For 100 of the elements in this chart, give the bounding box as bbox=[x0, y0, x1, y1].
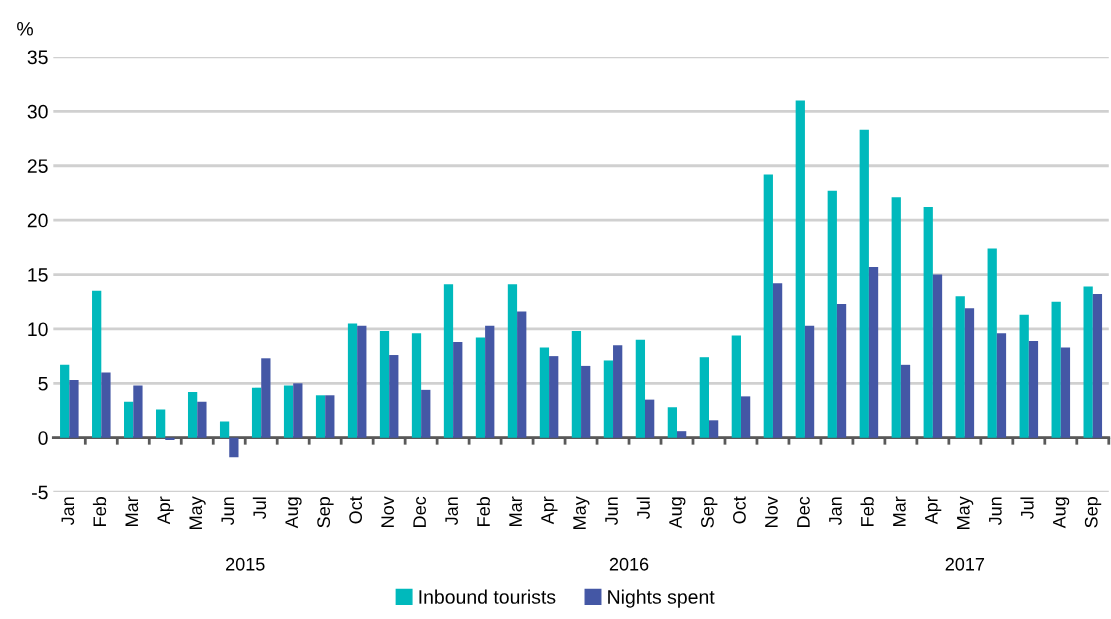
bar bbox=[868, 266, 879, 438]
x-tick-label: Feb bbox=[860, 497, 874, 526]
bar bbox=[932, 274, 943, 438]
bar bbox=[101, 372, 111, 438]
bar bbox=[964, 308, 975, 438]
y-tick-label: 5 bbox=[38, 376, 48, 391]
x-tick-label: Jul bbox=[252, 497, 267, 520]
text: 2016 bbox=[609, 557, 649, 571]
x-tick-label: Jun bbox=[605, 497, 618, 526]
x-tick-label: Apr bbox=[925, 496, 942, 525]
bar bbox=[507, 284, 518, 438]
text: 2017 bbox=[945, 557, 985, 571]
y-tick-label: -5 bbox=[32, 485, 48, 500]
bar bbox=[261, 358, 271, 438]
legend-label: Inbound tourists bbox=[419, 589, 556, 604]
x-tick-label: Dec bbox=[797, 496, 810, 527]
bar bbox=[347, 323, 358, 438]
bar bbox=[315, 395, 326, 438]
x-tick-label: Jan bbox=[445, 497, 458, 526]
x-tick-label: Apr bbox=[541, 496, 558, 525]
bar bbox=[60, 364, 70, 438]
bar bbox=[731, 335, 741, 438]
bar bbox=[804, 325, 815, 438]
bar bbox=[987, 248, 997, 438]
bar bbox=[549, 356, 559, 438]
x-tick-label: Jun bbox=[989, 497, 1002, 526]
x-tick-label: Mar bbox=[893, 496, 906, 526]
bar bbox=[379, 331, 390, 438]
x-tick-label: Jun bbox=[221, 497, 235, 526]
bar bbox=[124, 401, 134, 438]
bar bbox=[955, 296, 965, 438]
x-tick-label: Feb bbox=[476, 497, 490, 526]
x-tick-label: Mar bbox=[125, 496, 139, 526]
x-tick-label: Aug bbox=[1053, 497, 1070, 529]
x-tick-label: Oct bbox=[733, 496, 746, 524]
bar bbox=[133, 385, 143, 438]
bar bbox=[836, 303, 847, 438]
y-tick-label: 35 bbox=[27, 50, 48, 65]
x-tick-label: May bbox=[957, 496, 974, 529]
x-tick-label: Dec bbox=[413, 496, 426, 527]
y-axis-title: % bbox=[17, 22, 33, 36]
bar bbox=[1028, 340, 1039, 438]
x-tick-label: Jul bbox=[1020, 497, 1034, 520]
y-tick-label: 30 bbox=[27, 104, 48, 119]
bar bbox=[453, 341, 463, 438]
x-tick-label: Sep bbox=[1084, 497, 1102, 528]
bar bbox=[421, 389, 431, 438]
legend-label: Nights spent bbox=[608, 589, 715, 608]
bar bbox=[165, 437, 175, 440]
bar bbox=[1019, 314, 1029, 438]
x-tick-label: Mar bbox=[509, 496, 522, 526]
bar bbox=[891, 197, 901, 438]
bar bbox=[517, 311, 527, 438]
bar bbox=[772, 283, 783, 438]
bar bbox=[900, 364, 911, 438]
x-tick-label: Aug bbox=[669, 497, 686, 529]
bar bbox=[1051, 301, 1061, 438]
y-tick-label: 25 bbox=[27, 159, 48, 173]
x-tick-label: Oct bbox=[349, 496, 363, 524]
bar bbox=[251, 387, 262, 438]
bar bbox=[229, 437, 239, 458]
bar bbox=[411, 333, 422, 438]
x-tick-label: May bbox=[189, 496, 206, 529]
bar bbox=[795, 100, 805, 438]
bar bbox=[763, 174, 773, 438]
bar bbox=[740, 396, 751, 438]
bar bbox=[827, 190, 837, 438]
bar bbox=[485, 325, 495, 438]
text: 2015 bbox=[226, 557, 265, 571]
y-tick-label: 10 bbox=[28, 322, 48, 337]
bar bbox=[635, 339, 646, 438]
bar bbox=[155, 409, 166, 438]
bar bbox=[475, 337, 486, 438]
bar bbox=[645, 399, 655, 438]
x-tick-label: Sep bbox=[317, 497, 334, 528]
x-tick-label: Apr bbox=[157, 496, 174, 525]
y-tick-label: 20 bbox=[27, 213, 48, 228]
bar bbox=[677, 431, 687, 438]
bar bbox=[389, 355, 399, 438]
x-tick-label: Aug bbox=[285, 497, 302, 529]
bar bbox=[197, 401, 207, 438]
bar bbox=[187, 392, 198, 438]
x-tick-label: Feb bbox=[92, 497, 107, 526]
x-tick-label: Nov bbox=[381, 496, 394, 527]
bar bbox=[613, 345, 623, 438]
y-tick-label: 0 bbox=[38, 431, 48, 445]
y-tick-label: 15 bbox=[28, 268, 48, 282]
bar bbox=[283, 385, 294, 438]
bar bbox=[325, 395, 335, 438]
bar bbox=[293, 383, 303, 438]
bar bbox=[443, 284, 454, 438]
bar bbox=[667, 407, 677, 438]
x-tick-label: Jan bbox=[61, 497, 75, 526]
bar bbox=[92, 290, 102, 438]
bar bbox=[603, 360, 614, 438]
bar bbox=[996, 333, 1007, 438]
bar bbox=[539, 347, 550, 438]
bar bbox=[923, 207, 933, 438]
x-tick-label: May bbox=[573, 496, 590, 529]
bar bbox=[581, 365, 591, 438]
